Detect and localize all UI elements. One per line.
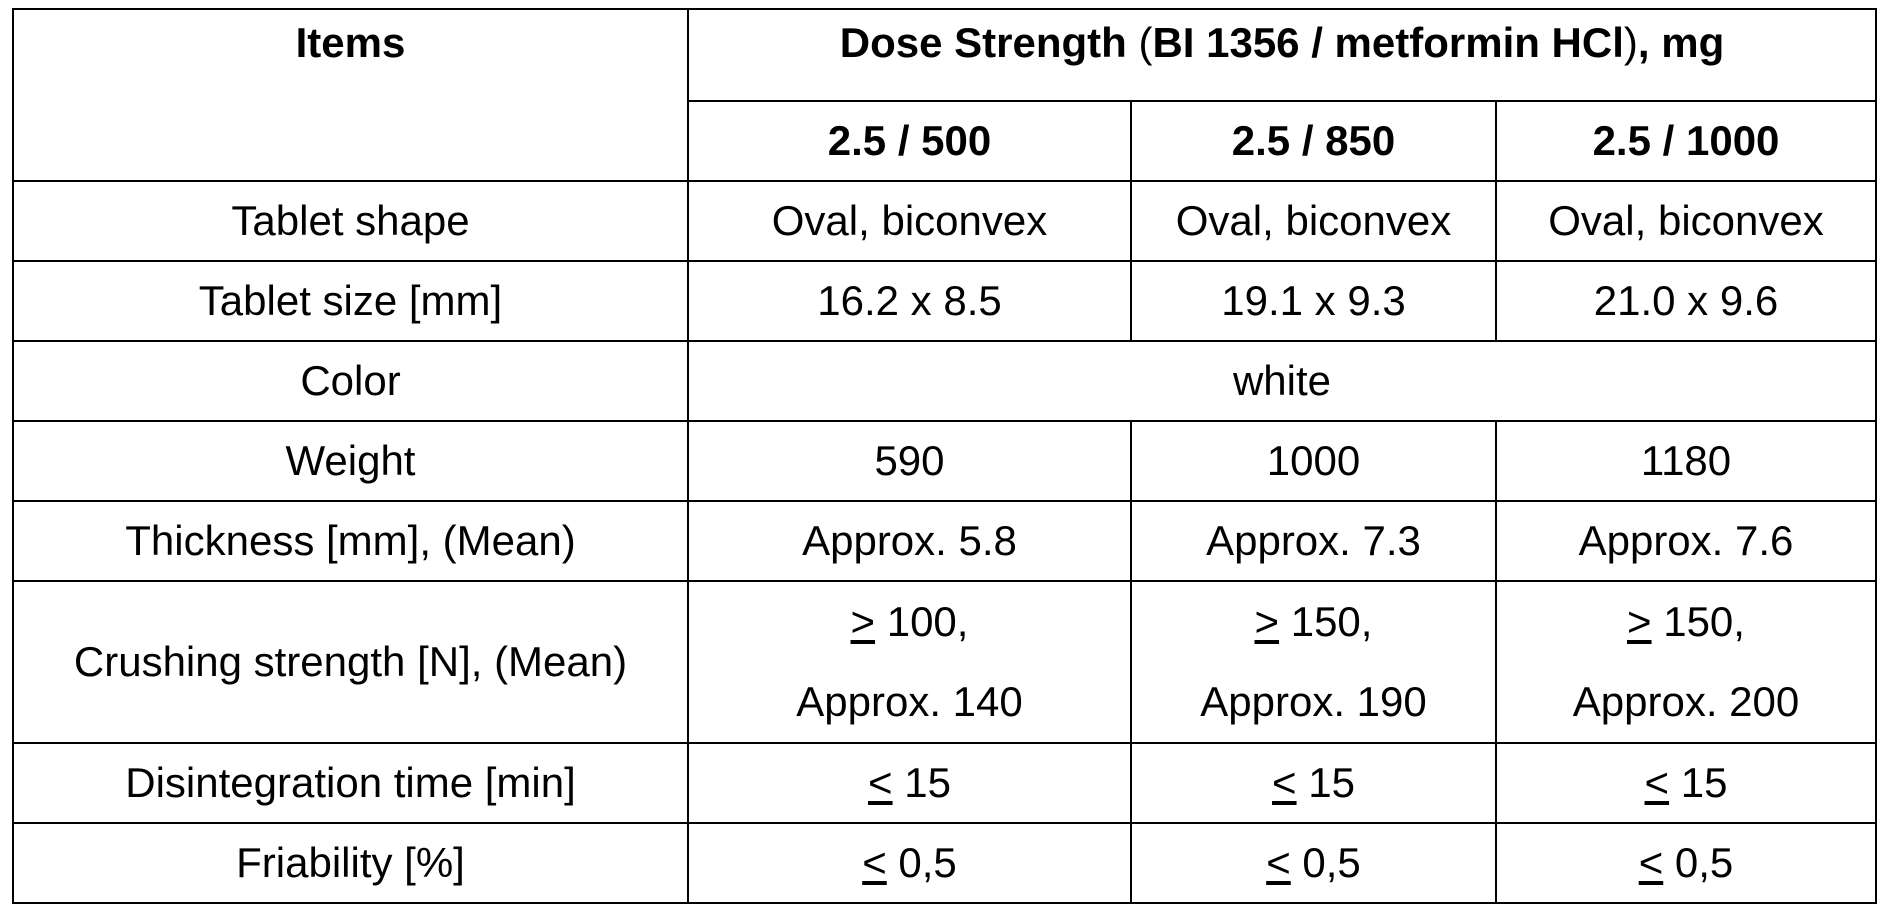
value-cell: 1000 [1131, 421, 1496, 501]
value-cell: 16.2 x 8.5 [688, 261, 1131, 341]
crushing-min-value: 150, [1652, 598, 1745, 645]
row-label-cell: Disintegration time [min] [13, 743, 688, 823]
cell-value: white [1233, 357, 1331, 404]
cell-value: 0,5 [887, 839, 957, 886]
crushing-min-line: > 150, [1138, 582, 1489, 662]
cell-value: 21.0 x 9.6 [1594, 277, 1778, 324]
table-row-tablet-shape: Tablet shape Oval, biconvex Oval, biconv… [13, 181, 1876, 261]
row-label: Tablet shape [231, 197, 469, 244]
row-label-cell: Tablet size [mm] [13, 261, 688, 341]
value-cell: 590 [688, 421, 1131, 501]
table-row-weight: Weight 590 1000 1180 [13, 421, 1876, 501]
row-label: Tablet size [mm] [199, 277, 502, 324]
value-cell: < 15 [1131, 743, 1496, 823]
cell-value: 590 [874, 437, 944, 484]
value-cell: Approx. 7.6 [1496, 501, 1876, 581]
value-cell: < 0,5 [688, 823, 1131, 903]
dose-header: 2.5 / 1000 [1593, 117, 1780, 164]
greater-equal-symbol: > [1627, 598, 1652, 645]
cell-value: 0,5 [1663, 839, 1733, 886]
dose-strength-header-cell: Dose Strength (BI 1356 / metformin HCl),… [688, 9, 1876, 101]
row-label: Crushing strength [N], (Mean) [74, 638, 627, 685]
value-cell: Oval, biconvex [1131, 181, 1496, 261]
table-row-tablet-size: Tablet size [mm] 16.2 x 8.5 19.1 x 9.3 2… [13, 261, 1876, 341]
cell-value: 15 [1297, 759, 1355, 806]
less-equal-symbol: < [1639, 839, 1664, 886]
table-row-thickness: Thickness [mm], (Mean) Approx. 5.8 Appro… [13, 501, 1876, 581]
row-label-cell: Crushing strength [N], (Mean) [13, 581, 688, 743]
cell-value: 15 [1669, 759, 1727, 806]
greater-equal-symbol: > [1255, 598, 1280, 645]
cell-value: Oval, biconvex [772, 197, 1047, 244]
cell-value: 1000 [1267, 437, 1360, 484]
dose-header: 2.5 / 500 [828, 117, 991, 164]
value-cell: > 150, Approx. 190 [1131, 581, 1496, 743]
value-cell: 21.0 x 9.6 [1496, 261, 1876, 341]
tablet-specification-table: Items Dose Strength (BI 1356 / metformin… [12, 8, 1877, 904]
table-row-crushing-strength: Crushing strength [N], (Mean) > 100, App… [13, 581, 1876, 743]
table-row-disintegration-time: Disintegration time [min] < 15 < 15 < 15 [13, 743, 1876, 823]
cell-value: 15 [893, 759, 951, 806]
dose-strength-paren-close: ) [1624, 19, 1638, 66]
row-label: Friability [%] [236, 839, 465, 886]
row-label-cell: Tablet shape [13, 181, 688, 261]
items-header-cell: Items [13, 9, 688, 181]
cell-value: Approx. 7.6 [1579, 517, 1794, 564]
cell-value: Oval, biconvex [1548, 197, 1823, 244]
dose-header-cell: 2.5 / 850 [1131, 101, 1496, 181]
dose-header-cell: 2.5 / 500 [688, 101, 1131, 181]
row-label-cell: Friability [%] [13, 823, 688, 903]
row-label-cell: Thickness [mm], (Mean) [13, 501, 688, 581]
less-equal-symbol: < [862, 839, 887, 886]
value-cell: 1180 [1496, 421, 1876, 501]
row-label: Color [300, 357, 400, 404]
value-cell: > 100, Approx. 140 [688, 581, 1131, 743]
table-row-friability: Friability [%] < 0,5 < 0,5 < 0,5 [13, 823, 1876, 903]
dose-strength-paren-open: ( [1127, 19, 1153, 66]
cell-value: 19.1 x 9.3 [1221, 277, 1405, 324]
cell-value: 0,5 [1291, 839, 1361, 886]
less-equal-symbol: < [1645, 759, 1670, 806]
less-equal-symbol: < [1272, 759, 1297, 806]
cell-value: 16.2 x 8.5 [817, 277, 1001, 324]
value-cell: > 150, Approx. 200 [1496, 581, 1876, 743]
value-cell: Approx. 5.8 [688, 501, 1131, 581]
cell-value: Approx. 5.8 [802, 517, 1017, 564]
cell-value: Approx. 7.3 [1206, 517, 1421, 564]
dose-strength-unit: , mg [1638, 19, 1724, 66]
header-row-1: Items Dose Strength (BI 1356 / metformin… [13, 9, 1876, 101]
items-header: Items [296, 19, 406, 66]
value-cell: < 0,5 [1131, 823, 1496, 903]
row-label: Weight [286, 437, 416, 484]
less-equal-symbol: < [868, 759, 893, 806]
dose-header: 2.5 / 850 [1232, 117, 1395, 164]
value-cell: Oval, biconvex [688, 181, 1131, 261]
crushing-min-line: > 100, [695, 582, 1124, 662]
value-cell: < 0,5 [1496, 823, 1876, 903]
row-label-cell: Color [13, 341, 688, 421]
crushing-approx-value: Approx. 190 [1138, 662, 1489, 742]
dose-header-cell: 2.5 / 1000 [1496, 101, 1876, 181]
cell-value: 1180 [1641, 437, 1731, 484]
greater-equal-symbol: > [851, 598, 876, 645]
crushing-min-value: 100, [875, 598, 968, 645]
value-cell: Approx. 7.3 [1131, 501, 1496, 581]
dose-strength-compound: BI 1356 / metformin HCl [1152, 19, 1623, 66]
cell-value: Oval, biconvex [1176, 197, 1451, 244]
crushing-min-line: > 150, [1503, 582, 1869, 662]
dose-strength-label: Dose Strength [840, 19, 1127, 66]
less-equal-symbol: < [1266, 839, 1291, 886]
value-cell: white [688, 341, 1876, 421]
row-label-cell: Weight [13, 421, 688, 501]
crushing-approx-value: Approx. 200 [1503, 662, 1869, 742]
crushing-approx-value: Approx. 140 [695, 662, 1124, 742]
table-row-color: Color white [13, 341, 1876, 421]
value-cell: < 15 [1496, 743, 1876, 823]
value-cell: < 15 [688, 743, 1131, 823]
row-label: Disintegration time [min] [125, 759, 576, 806]
value-cell: Oval, biconvex [1496, 181, 1876, 261]
value-cell: 19.1 x 9.3 [1131, 261, 1496, 341]
crushing-min-value: 150, [1279, 598, 1372, 645]
row-label: Thickness [mm], (Mean) [125, 517, 575, 564]
